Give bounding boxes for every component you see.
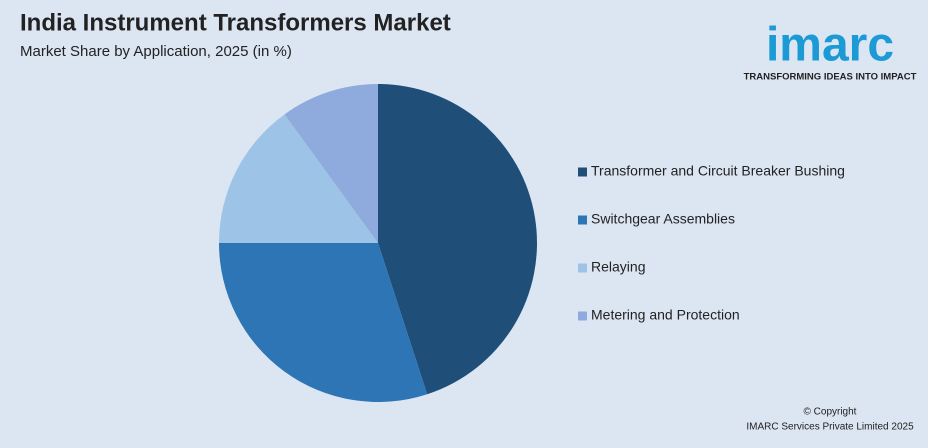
logo: imarc: [766, 19, 894, 72]
company: IMARC Services Private Limited 2025: [746, 422, 914, 433]
pie-slice: [219, 114, 378, 243]
copyright: © Copyright: [804, 407, 857, 418]
legend-swatch: [578, 167, 587, 177]
pie-slice: [284, 84, 378, 243]
pie-slice: [378, 84, 537, 395]
legend-swatch: [578, 311, 587, 321]
logo-tagline: TRANSFORMING IDEAS INTO IMPACT: [744, 72, 917, 83]
chart-title: India Instrument Transformers Market: [20, 9, 451, 36]
pie-slice: [219, 243, 428, 403]
legend-swatch: [578, 263, 587, 273]
legend-label: Switchgear Assemblies: [591, 211, 735, 227]
legend-swatch: [578, 215, 587, 225]
chart-subtitle: Market Share by Application, 2025 (in %): [20, 43, 292, 60]
legend-label: Metering and Protection: [591, 307, 740, 323]
legend-label: Transformer and Circuit Breaker Bushing: [591, 163, 845, 179]
legend-label: Relaying: [591, 259, 645, 275]
